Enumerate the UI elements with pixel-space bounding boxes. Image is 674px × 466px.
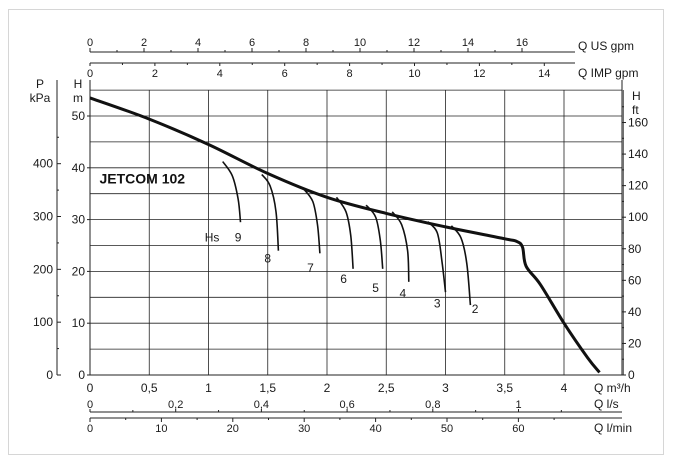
kpa-tick-label: 300 — [33, 210, 53, 224]
suction-curve-2 — [450, 225, 472, 306]
suction-curve-5 — [365, 204, 384, 269]
us-gpm-tick-label: 4 — [195, 37, 201, 49]
imp-gpm-tick-label: 10 — [408, 68, 420, 80]
us-gpm-tick-label: 8 — [303, 37, 309, 49]
kpa-tick-label: 0 — [46, 368, 53, 382]
lmin-tick-label: 30 — [298, 423, 310, 435]
imp-gpm-tick-label: 0 — [87, 68, 93, 80]
ft-tick-label: 120 — [628, 179, 648, 193]
ls-axis-label: Q l/s — [594, 397, 619, 411]
us-gpm-tick-label: 2 — [141, 37, 147, 49]
ft-axis-label-unit: ft — [632, 103, 639, 117]
us-gpm-tick-label: 10 — [354, 37, 366, 49]
ft-tick-label: 140 — [628, 147, 648, 161]
m3h-tick-label: 0 — [87, 381, 94, 395]
lmin-axis-label: Q l/min — [594, 421, 632, 435]
suction-curve-6 — [335, 196, 354, 269]
suction-curve-4 — [391, 211, 410, 282]
ls-tick-label: 1 — [515, 399, 521, 411]
kpa-axis-label-p: P — [36, 77, 44, 91]
ls-tick-label: 0,8 — [425, 399, 440, 411]
imp-gpm-tick-label: 2 — [152, 68, 158, 80]
m-tick-label: 0 — [78, 368, 85, 382]
ft-tick-label: 0 — [628, 368, 635, 382]
m3h-tick-label: 0,5 — [141, 381, 158, 395]
ls-tick-label: 0,6 — [339, 399, 354, 411]
m-tick-label: 10 — [72, 316, 86, 330]
m-axis-label-unit: m — [73, 91, 83, 105]
suction-label-8: 8 — [264, 251, 271, 265]
lmin-tick-label: 40 — [369, 423, 381, 435]
lmin-tick-label: 20 — [227, 423, 239, 435]
suction-curve-8 — [261, 173, 280, 251]
ls-tick-label: 0,4 — [254, 399, 269, 411]
kpa-tick-label: 400 — [33, 157, 53, 171]
kpa-tick-label: 200 — [33, 262, 53, 276]
suction-label-7: 7 — [307, 261, 314, 275]
suction-curve-3 — [427, 221, 447, 293]
imp-gpm-tick-label: 6 — [282, 68, 288, 80]
lmin-tick-label: 10 — [155, 423, 167, 435]
chart-title: JETCOM 102 — [99, 170, 185, 186]
imp-gpm-tick-label: 12 — [473, 68, 485, 80]
us-gpm-tick-label: 12 — [408, 37, 420, 49]
ls-tick-label: 0,2 — [168, 399, 183, 411]
m-tick-label: 40 — [72, 161, 86, 175]
suction-curve-7 — [302, 187, 321, 254]
suction-label-5: 5 — [372, 281, 379, 295]
ft-tick-label: 60 — [628, 273, 642, 287]
suction-curve-9 — [222, 161, 242, 223]
m3h-tick-label: 3 — [442, 381, 449, 395]
main-performance-curve — [89, 96, 601, 374]
m3h-tick-label: 2,5 — [378, 381, 395, 395]
m3h-axis-label: Q m³/h — [594, 381, 631, 395]
us-gpm-tick-label: 6 — [249, 37, 255, 49]
suction-label-6: 6 — [340, 272, 347, 286]
imp-gpm-tick-label: 4 — [217, 68, 223, 80]
kpa-axis-label-unit: kPa — [30, 91, 51, 105]
ls-tick-label: 0 — [87, 399, 93, 411]
imp-gpm-tick-label: 8 — [347, 68, 353, 80]
suction-label-9: 9 — [235, 231, 242, 245]
m3h-tick-label: 4 — [561, 381, 568, 395]
suction-label-4: 4 — [399, 287, 406, 301]
imp-gpm-axis-label: Q IMP gpm — [578, 66, 638, 80]
us-gpm-tick-label: 16 — [516, 37, 528, 49]
ft-tick-label: 40 — [628, 305, 642, 319]
imp-gpm-tick-label: 14 — [538, 68, 550, 80]
kpa-tick-label: 100 — [33, 315, 53, 329]
lmin-tick-label: 0 — [87, 423, 93, 435]
m3h-tick-label: 3,5 — [496, 381, 513, 395]
m3h-tick-label: 1,5 — [259, 381, 276, 395]
us-gpm-axis-label: Q US gpm — [578, 39, 634, 53]
suction-label-3: 3 — [434, 297, 441, 311]
ft-tick-label: 80 — [628, 242, 642, 256]
ft-tick-label: 20 — [628, 336, 642, 350]
suction-label-2: 2 — [472, 302, 479, 316]
m-tick-label: 30 — [72, 213, 86, 227]
ft-tick-label: 160 — [628, 116, 648, 130]
lmin-tick-label: 60 — [512, 423, 524, 435]
us-gpm-tick-label: 14 — [462, 37, 474, 49]
m-axis-label-h: H — [74, 77, 83, 91]
us-gpm-tick-label: 0 — [87, 37, 93, 49]
hs-label: Hs — [205, 231, 220, 245]
ft-tick-label: 100 — [628, 210, 648, 224]
lmin-tick-label: 50 — [441, 423, 453, 435]
ft-axis-label-h: H — [632, 89, 641, 103]
m3h-tick-label: 2 — [324, 381, 331, 395]
m3h-tick-label: 1 — [205, 381, 212, 395]
m-tick-label: 20 — [72, 264, 86, 278]
chart-frame — [8, 9, 664, 455]
m-tick-label: 50 — [72, 109, 86, 123]
